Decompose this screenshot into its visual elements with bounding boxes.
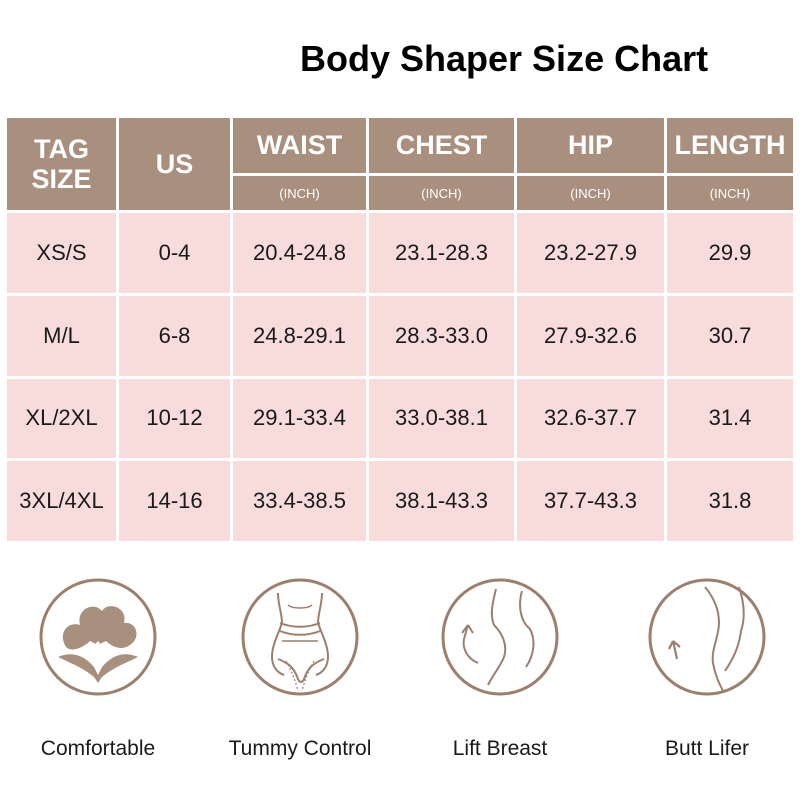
- cell-tag: 3XL/4XL: [7, 461, 119, 541]
- header-chest: CHEST: [369, 118, 517, 176]
- feature-label: Tummy Control: [228, 737, 372, 760]
- feature-comfortable: Comfortable: [0, 575, 198, 761]
- cell-hip: 32.6-37.7: [517, 378, 667, 462]
- page-title: Body Shaper Size Chart: [300, 38, 709, 79]
- cell-tag: M/L: [7, 295, 119, 379]
- cell-us: 0-4: [119, 213, 233, 296]
- unit-hip: (INCH): [517, 175, 667, 214]
- feature-butt-lifer: Butt Lifer: [607, 575, 800, 761]
- feature-label: Butt Lifer: [664, 737, 750, 760]
- cell-tag: XS/S: [7, 213, 119, 296]
- breast-icon: [441, 578, 559, 696]
- cell-chest: 33.0-38.1: [369, 378, 517, 462]
- table-row: 3XL/4XL 14-16 33.4-38.5 38.1-43.3 37.7-4…: [7, 461, 793, 541]
- cell-hip: 37.7-43.3: [517, 461, 667, 541]
- size-chart-table: TAG SIZE US WAIST CHEST HIP LENGTH (INCH…: [7, 118, 793, 541]
- cell-length: 31.8: [667, 461, 793, 541]
- cell-length: 29.9: [667, 213, 793, 296]
- cell-length: 31.4: [667, 378, 793, 462]
- cotton-icon: [39, 578, 157, 696]
- cell-us: 6-8: [119, 295, 233, 379]
- cell-length: 30.7: [667, 295, 793, 379]
- feature-label: Comfortable: [40, 737, 156, 760]
- cell-us: 14-16: [119, 461, 233, 541]
- cell-chest: 28.3-33.0: [369, 295, 517, 379]
- header-tag-size: TAG SIZE: [7, 118, 119, 214]
- table-row: XL/2XL 10-12 29.1-33.4 33.0-38.1 32.6-37…: [7, 378, 793, 462]
- header-length: LENGTH: [667, 118, 793, 176]
- feature-label: Lift Breast: [452, 737, 548, 760]
- feature-lift-breast: Lift Breast: [400, 575, 600, 761]
- cell-waist: 20.4-24.8: [233, 213, 369, 296]
- unit-length: (INCH): [667, 175, 793, 214]
- cell-chest: 38.1-43.3: [369, 461, 517, 541]
- unit-waist: (INCH): [233, 175, 369, 214]
- unit-chest: (INCH): [369, 175, 517, 214]
- butt-icon: [648, 578, 766, 696]
- cell-waist: 33.4-38.5: [233, 461, 369, 541]
- table-row: XS/S 0-4 20.4-24.8 23.1-28.3 23.2-27.9 2…: [7, 213, 793, 296]
- cell-waist: 24.8-29.1: [233, 295, 369, 379]
- cell-waist: 29.1-33.4: [233, 378, 369, 462]
- cell-us: 10-12: [119, 378, 233, 462]
- cell-chest: 23.1-28.3: [369, 213, 517, 296]
- cell-tag: XL/2XL: [7, 378, 119, 462]
- header-hip: HIP: [517, 118, 667, 176]
- cell-hip: 23.2-27.9: [517, 213, 667, 296]
- cell-hip: 27.9-32.6: [517, 295, 667, 379]
- feature-icons: Comfortable Tummy Control Lift Breast: [0, 575, 800, 775]
- feature-tummy-control: Tummy Control: [200, 575, 400, 761]
- waist-icon: [241, 578, 359, 696]
- header-us: US: [119, 118, 233, 214]
- table-row: M/L 6-8 24.8-29.1 28.3-33.0 27.9-32.6 30…: [7, 295, 793, 379]
- header-waist: WAIST: [233, 118, 369, 176]
